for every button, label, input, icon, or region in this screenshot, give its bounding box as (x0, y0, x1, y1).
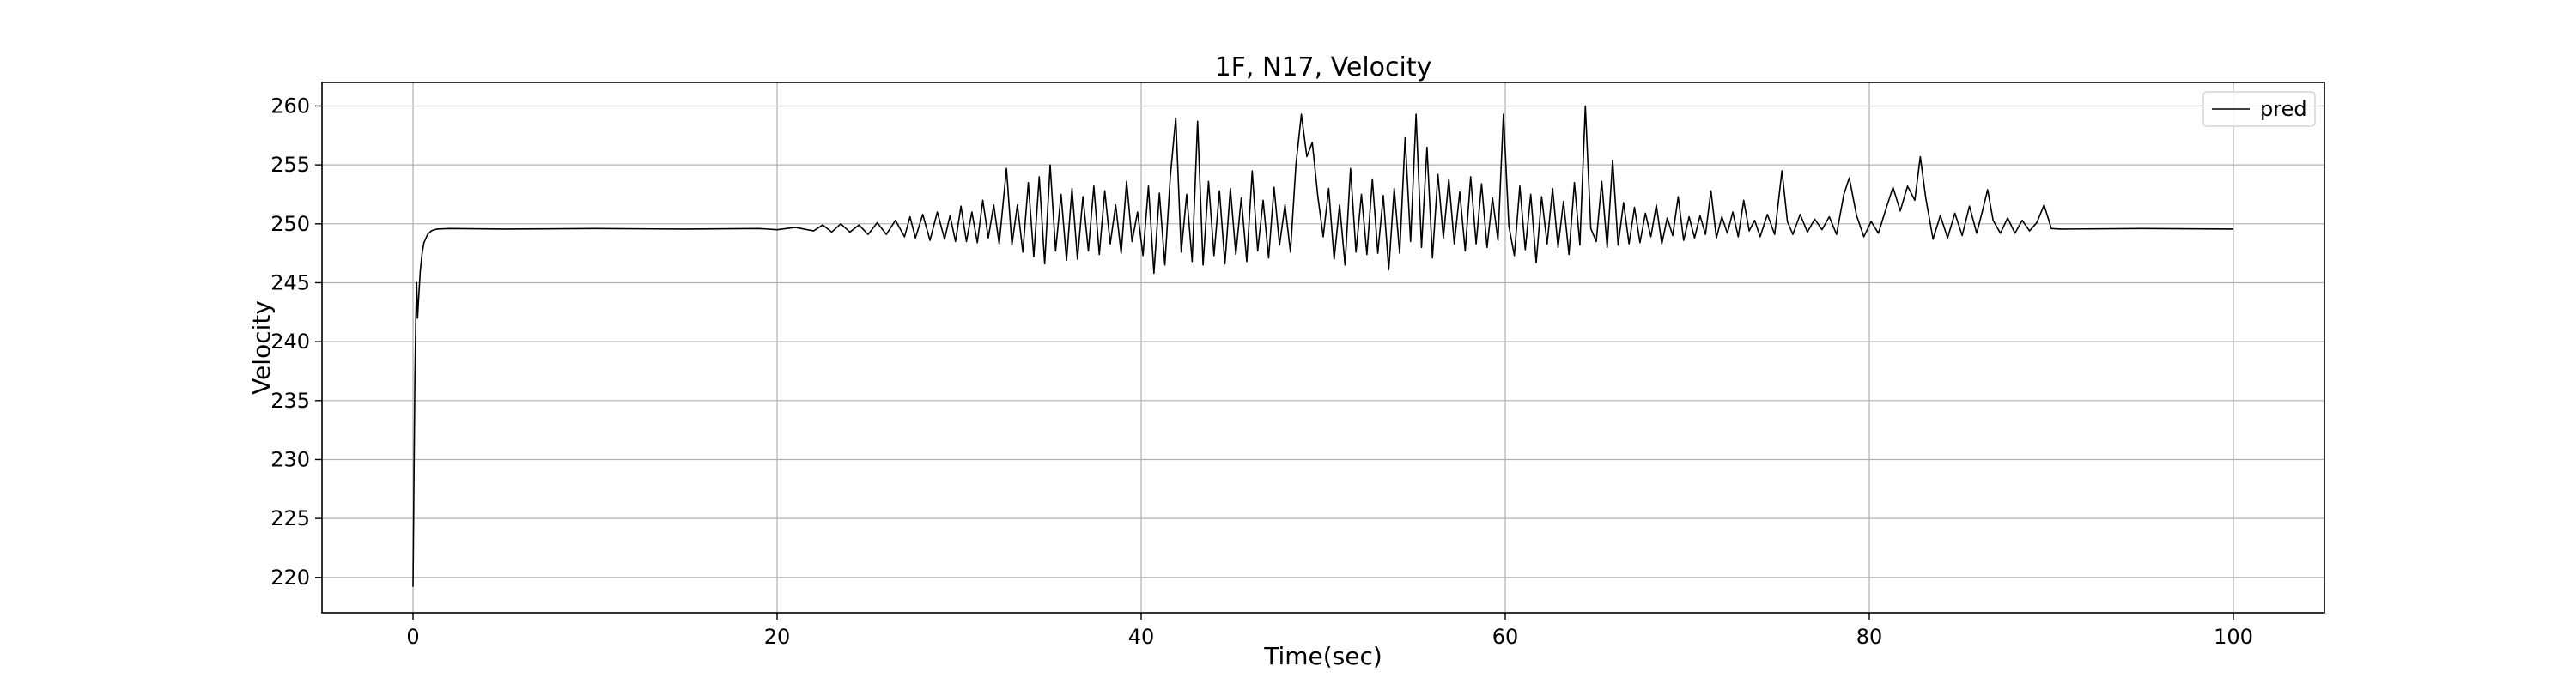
x-axis-ticks: 0 20 40 60 80 100 (406, 613, 2253, 649)
x-tick-label: 0 (406, 625, 419, 649)
x-tick-label: 20 (764, 625, 791, 649)
x-tick-label: 40 (1128, 625, 1155, 649)
y-tick-label: 225 (270, 506, 310, 530)
x-tick-label: 60 (1492, 625, 1519, 649)
chart-title: 1F, N17, Velocity (1215, 52, 1432, 82)
legend: pred (2202, 91, 2316, 127)
series-layer (412, 105, 2234, 587)
legend-label-pred: pred (2260, 97, 2307, 121)
x-tick-label: 80 (1856, 625, 1883, 649)
x-tick-label: 100 (2214, 625, 2253, 649)
y-axis-ticks: 220 225 230 235 240 245 250 255 260 (270, 94, 322, 590)
x-axis-label: Time(sec) (1263, 642, 1382, 670)
y-tick-label: 230 (270, 447, 310, 471)
y-tick-label: 250 (270, 212, 310, 236)
y-axis-label: Velocity (247, 300, 276, 395)
legend-box (2202, 91, 2316, 127)
y-tick-label: 255 (270, 153, 310, 177)
plot-area-background (322, 82, 2324, 613)
grid-lines (322, 82, 2324, 613)
y-tick-label: 245 (270, 270, 310, 294)
y-tick-label: 235 (270, 389, 310, 413)
y-tick-label: 260 (270, 94, 310, 118)
plot-frame (321, 82, 2325, 614)
y-tick-label: 220 (270, 566, 310, 590)
series-line-pred (412, 105, 2234, 587)
y-tick-label: 240 (270, 330, 310, 354)
